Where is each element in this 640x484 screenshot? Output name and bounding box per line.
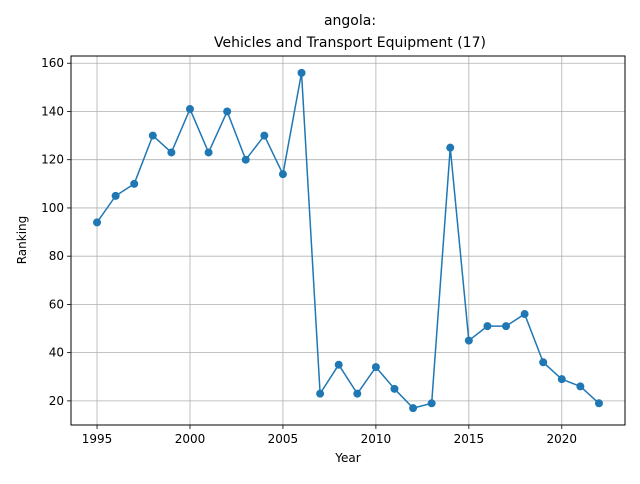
data-point (483, 322, 492, 331)
y-tick-label: 20 (49, 394, 64, 408)
data-point (371, 363, 380, 372)
data-point (464, 336, 473, 345)
chart-title-line-2: Vehicles and Transport Equipment (17) (214, 35, 486, 51)
chart-title-line-1: angola: (324, 13, 376, 29)
grid (71, 56, 625, 425)
y-axis-label: Ranking (15, 216, 29, 265)
x-axis-label: Year (334, 451, 360, 465)
data-point (353, 389, 362, 398)
data-point (446, 143, 455, 152)
data-point (297, 68, 306, 77)
y-tick-label: 80 (49, 249, 64, 263)
x-tick-label: 2010 (361, 432, 392, 446)
x-tick-label: 2015 (454, 432, 485, 446)
data-point (204, 148, 213, 157)
data-point (390, 384, 399, 393)
data-point (557, 375, 566, 384)
series-line (96, 72, 600, 409)
y-tick-label: 140 (41, 104, 64, 118)
data-point (502, 322, 511, 331)
plot-frame (70, 55, 626, 426)
y-tick-label: 40 (49, 346, 64, 360)
data-point (130, 179, 139, 188)
data-point (594, 399, 603, 408)
data-point (185, 105, 194, 114)
data-point (167, 148, 176, 157)
data-point (148, 131, 157, 140)
y-tick-label: 100 (41, 201, 64, 215)
data-point (334, 360, 343, 369)
x-tick-label: 1995 (82, 432, 113, 446)
axis-ticks: 1995 2000 2005 2010 2015 20202040608010012014… (41, 56, 577, 446)
data-point (427, 399, 436, 408)
x-tick-label: 2000 (175, 432, 206, 446)
data-point (223, 107, 232, 116)
x-tick-label: 2020 (547, 432, 578, 446)
data-point (260, 131, 269, 140)
data-point (576, 382, 585, 391)
data-point (93, 218, 102, 227)
data-point (111, 191, 120, 200)
data-point (278, 170, 287, 179)
series-area (93, 68, 603, 413)
data-point (316, 389, 325, 398)
data-point (241, 155, 250, 164)
data-point (520, 310, 529, 319)
data-point (409, 404, 418, 413)
y-tick-label: 160 (41, 56, 64, 70)
x-tick-label: 2005 (268, 432, 299, 446)
y-tick-label: 60 (49, 297, 64, 311)
y-tick-label: 120 (41, 153, 64, 167)
data-point (539, 358, 548, 367)
